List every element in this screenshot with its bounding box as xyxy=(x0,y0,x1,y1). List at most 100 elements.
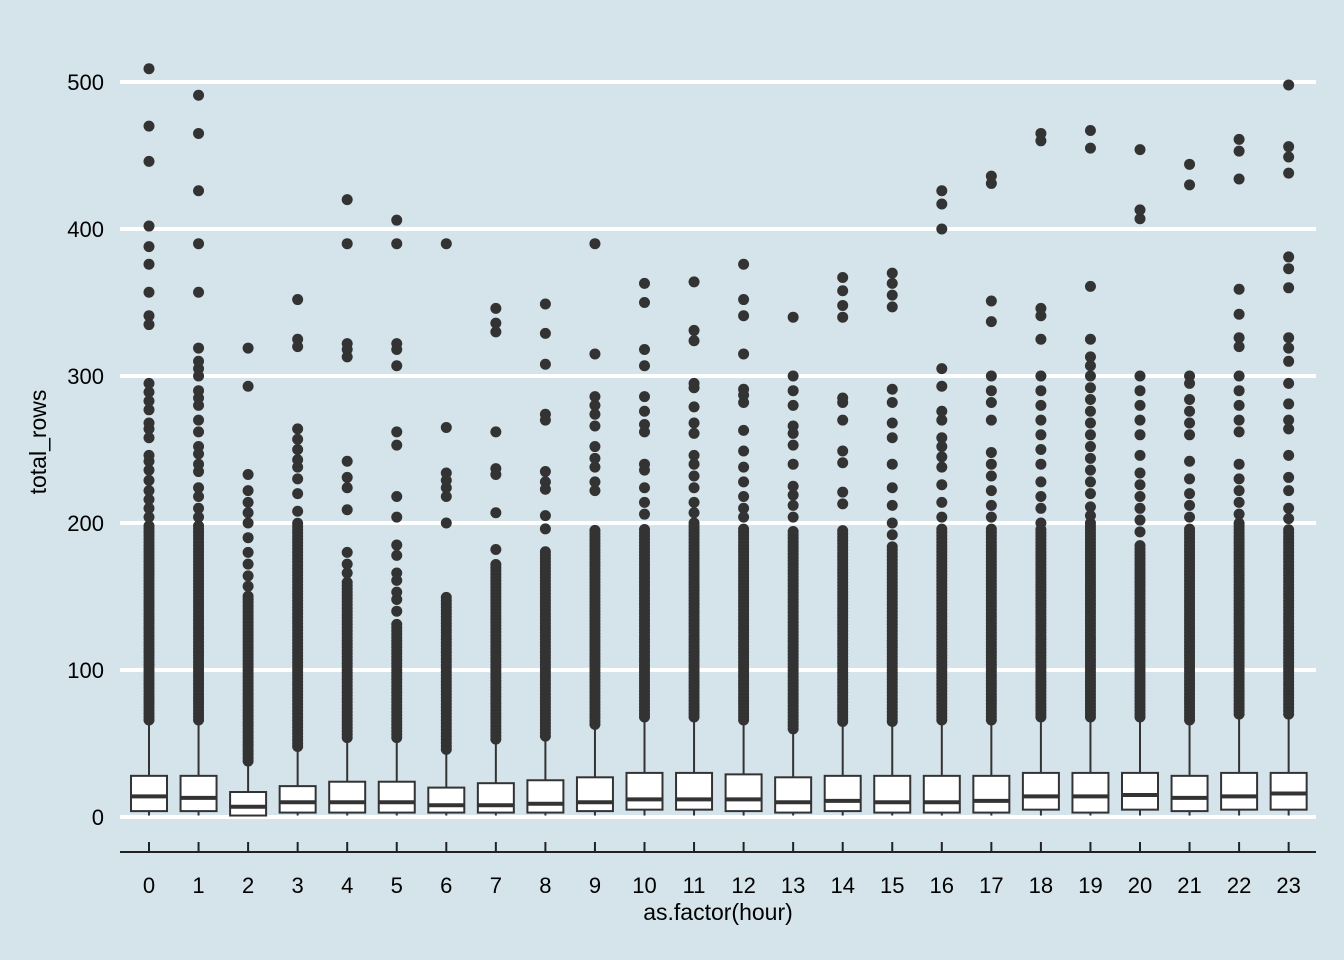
outlier-point xyxy=(242,507,254,519)
outlier-point xyxy=(1283,151,1295,163)
outlier-point xyxy=(985,370,997,382)
outlier-point xyxy=(886,301,898,313)
outlier-point xyxy=(1283,449,1295,461)
outlier-point xyxy=(193,441,205,453)
outlier-point xyxy=(193,491,205,503)
outlier-point xyxy=(936,523,948,535)
box-hour-18 xyxy=(1021,127,1060,816)
outlier-point xyxy=(886,396,898,408)
outlier-point xyxy=(837,285,849,297)
outlier-point xyxy=(1184,429,1196,441)
outlier-point xyxy=(787,511,799,523)
outlier-point xyxy=(1134,479,1146,491)
outlier-point xyxy=(1233,308,1245,320)
outlier-point xyxy=(837,498,849,510)
outlier-point xyxy=(193,238,205,250)
outlier-point xyxy=(886,383,898,395)
outlier-point xyxy=(391,567,403,579)
outlier-point xyxy=(1134,370,1146,382)
box-hour-20 xyxy=(1121,144,1159,816)
outlier-point xyxy=(539,510,551,522)
outlier-point xyxy=(440,491,452,503)
outlier-point xyxy=(143,432,155,444)
box-iqr xyxy=(328,780,367,814)
outlier-point xyxy=(193,511,205,523)
outlier-point xyxy=(837,272,849,284)
box-iqr xyxy=(972,774,1011,814)
outlier-point xyxy=(985,396,997,408)
outlier-point xyxy=(391,618,403,630)
outlier-point xyxy=(341,238,353,250)
outlier-point xyxy=(1233,414,1245,426)
outlier-point xyxy=(242,580,254,592)
box-hour-14 xyxy=(823,272,862,816)
outlier-point xyxy=(1184,405,1196,417)
outlier-point xyxy=(539,298,551,310)
outlier-point xyxy=(837,311,849,323)
outlier-point xyxy=(1184,473,1196,485)
outlier-point xyxy=(589,441,601,453)
outlier-point xyxy=(1035,127,1047,139)
y-axis: 0 100 200 300 400 500 xyxy=(67,70,104,830)
outlier-point xyxy=(1035,458,1047,470)
outlier-point xyxy=(837,457,849,469)
outlier-point xyxy=(341,504,353,516)
outlier-point xyxy=(738,348,750,360)
outlier-point xyxy=(738,310,750,322)
outlier-point xyxy=(1084,142,1096,154)
outlier-point xyxy=(490,463,502,475)
outlier-point xyxy=(787,526,799,538)
outlier-point xyxy=(539,546,551,558)
outlier-point xyxy=(1084,510,1096,522)
outlier-point xyxy=(1084,441,1096,453)
outlier-point xyxy=(787,399,799,411)
outlier-point xyxy=(787,385,799,397)
outlier-point xyxy=(1233,133,1245,145)
outlier-point xyxy=(589,408,601,420)
outlier-point xyxy=(1233,485,1245,497)
outlier-point xyxy=(639,458,650,470)
box-hour-8 xyxy=(526,298,565,816)
outlier-point xyxy=(143,319,155,331)
outlier-point xyxy=(1035,491,1047,503)
x-tick-label: 0 xyxy=(143,873,155,898)
outlier-point xyxy=(1283,282,1295,294)
outlier-point xyxy=(1084,405,1096,417)
outlier-point xyxy=(1283,332,1295,344)
box-iqr xyxy=(278,785,317,814)
outlier-point xyxy=(143,493,155,505)
outlier-point xyxy=(688,377,700,389)
outlier-point xyxy=(639,482,650,494)
outlier-point xyxy=(688,427,700,439)
outlier-point xyxy=(1233,385,1245,397)
outlier-point xyxy=(1184,179,1196,191)
outlier-point xyxy=(143,485,155,497)
x-tick-label: 7 xyxy=(490,873,502,898)
outlier-point xyxy=(837,299,849,311)
box-iqr xyxy=(526,779,565,814)
outlier-point xyxy=(985,414,997,426)
x-tick-label: 8 xyxy=(539,873,551,898)
outlier-point xyxy=(440,421,452,433)
outlier-point xyxy=(936,451,948,463)
outlier-point xyxy=(589,476,601,488)
x-tick-label: 15 xyxy=(880,873,904,898)
x-tick-label: 20 xyxy=(1128,873,1152,898)
outlier-point xyxy=(490,507,502,519)
outlier-point xyxy=(193,127,205,139)
outlier-point xyxy=(589,461,601,473)
outlier-point xyxy=(886,289,898,301)
outlier-point xyxy=(639,277,650,289)
outlier-point xyxy=(1035,517,1047,529)
outlier-point xyxy=(1283,524,1295,536)
outlier-point xyxy=(1134,204,1146,216)
outlier-point xyxy=(936,511,948,523)
outlier-point xyxy=(639,344,650,356)
outlier-point xyxy=(1283,485,1295,497)
outlier-point xyxy=(440,467,452,479)
box-iqr xyxy=(1220,771,1259,811)
outlier-point xyxy=(490,543,502,555)
outlier-point xyxy=(143,286,155,298)
outlier-point xyxy=(936,432,948,444)
outlier-point xyxy=(886,267,898,279)
